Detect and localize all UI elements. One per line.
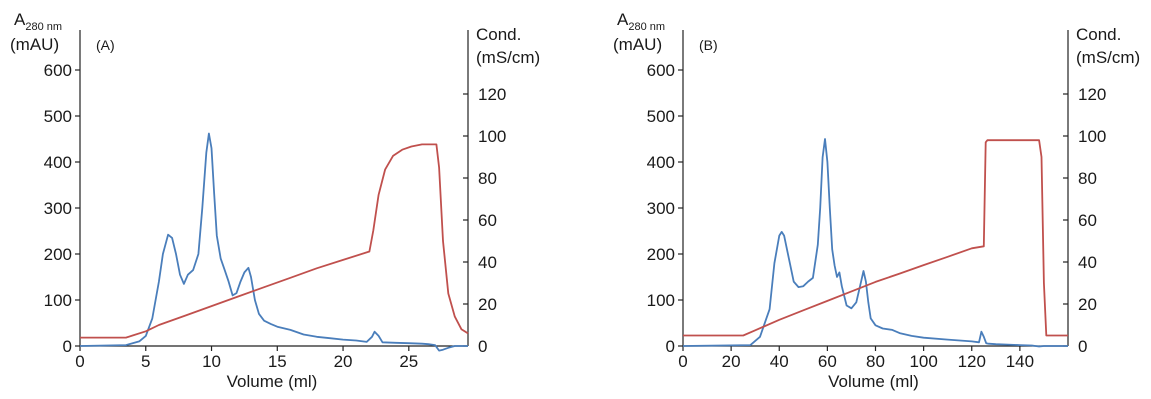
left-y-axis-unit: (mAU) [613, 35, 662, 54]
conductivity-series-line [683, 139, 1068, 337]
x-tick-label: 10 [202, 352, 221, 371]
left-y-axis-title-main: A [617, 10, 629, 29]
x-tick-label: 5 [141, 352, 150, 371]
right-y-tick-label: 60 [1078, 211, 1097, 230]
right-y-tick-label: 40 [478, 253, 497, 272]
left-y-tick-label: 500 [44, 107, 72, 126]
right-y-tick-label: 40 [1078, 253, 1097, 272]
left-y-tick-label: 300 [647, 199, 675, 218]
left-y-tick-label: 300 [44, 199, 72, 218]
panel-label: (B) [699, 37, 718, 53]
x-tick-label: 25 [399, 352, 418, 371]
right-y-tick-label: 20 [478, 295, 497, 314]
right-y-tick-label: 80 [1078, 169, 1097, 188]
chart-panel-2: 0 100 200 300 400 500 600 0 20 40 60 80 100 120 0 20 40 6… [613, 10, 1140, 391]
x-tick-label: 0 [678, 352, 687, 371]
left-y-tick-label: 0 [63, 337, 72, 356]
right-y-axis-unit: (mS/cm) [476, 48, 540, 67]
right-y-tick-label: 100 [1078, 127, 1106, 146]
right-y-tick-label: 20 [1078, 295, 1097, 314]
left-y-tick-label: 400 [44, 153, 72, 172]
chart-panel-1: 0 100 200 300 400 500 600 0 20 40 60 80 100 120 0 5 10 15… [10, 10, 540, 391]
absorbance-series-line [79, 132, 468, 352]
x-tick-label: 60 [818, 352, 837, 371]
absorbance-series-line [682, 138, 1068, 348]
x-axis-title: Volume (ml) [227, 372, 318, 391]
right-y-tick-label: 0 [478, 337, 487, 356]
left-y-axis-unit: (mAU) [10, 35, 59, 54]
left-y-tick-label: 100 [44, 291, 72, 310]
left-y-tick-label: 200 [647, 245, 675, 264]
x-tick-label: 20 [334, 352, 353, 371]
panel-label: (A) [96, 37, 115, 53]
x-tick-label: 100 [909, 352, 937, 371]
x-tick-label: 20 [722, 352, 741, 371]
x-tick-label: 120 [958, 352, 986, 371]
right-y-tick-label: 100 [478, 127, 506, 146]
left-y-tick-label: 100 [647, 291, 675, 310]
right-y-tick-label: 80 [478, 169, 497, 188]
left-y-tick-label: 600 [44, 61, 72, 80]
x-axis-title: Volume (ml) [828, 372, 919, 391]
x-tick-label: 0 [75, 352, 84, 371]
left-y-tick-label: 500 [647, 107, 675, 126]
x-tick-label: 80 [866, 352, 885, 371]
right-y-tick-label: 120 [1078, 85, 1106, 104]
x-tick-label: 140 [1006, 352, 1034, 371]
right-y-axis-title: Cond. [476, 25, 521, 44]
left-y-tick-label: 0 [666, 337, 675, 356]
left-y-tick-label: 600 [647, 61, 675, 80]
right-y-tick-label: 120 [478, 85, 506, 104]
left-y-axis-title-sub: 280 nm [25, 21, 62, 33]
right-y-axis-unit: (mS/cm) [1076, 48, 1140, 67]
left-y-axis-title-sub: 280 nm [628, 21, 665, 33]
conductivity-series-line [80, 143, 469, 339]
right-y-axis-title: Cond. [1076, 25, 1121, 44]
x-tick-label: 40 [770, 352, 789, 371]
left-y-tick-label: 400 [647, 153, 675, 172]
left-y-axis-title-main: A [14, 10, 26, 29]
left-y-axis-title: A280 nm [14, 10, 62, 33]
left-y-axis-title: A280 nm [617, 10, 665, 33]
right-y-tick-label: 60 [478, 211, 497, 230]
left-y-tick-label: 200 [44, 245, 72, 264]
x-tick-label: 15 [268, 352, 287, 371]
right-y-tick-label: 0 [1078, 337, 1087, 356]
